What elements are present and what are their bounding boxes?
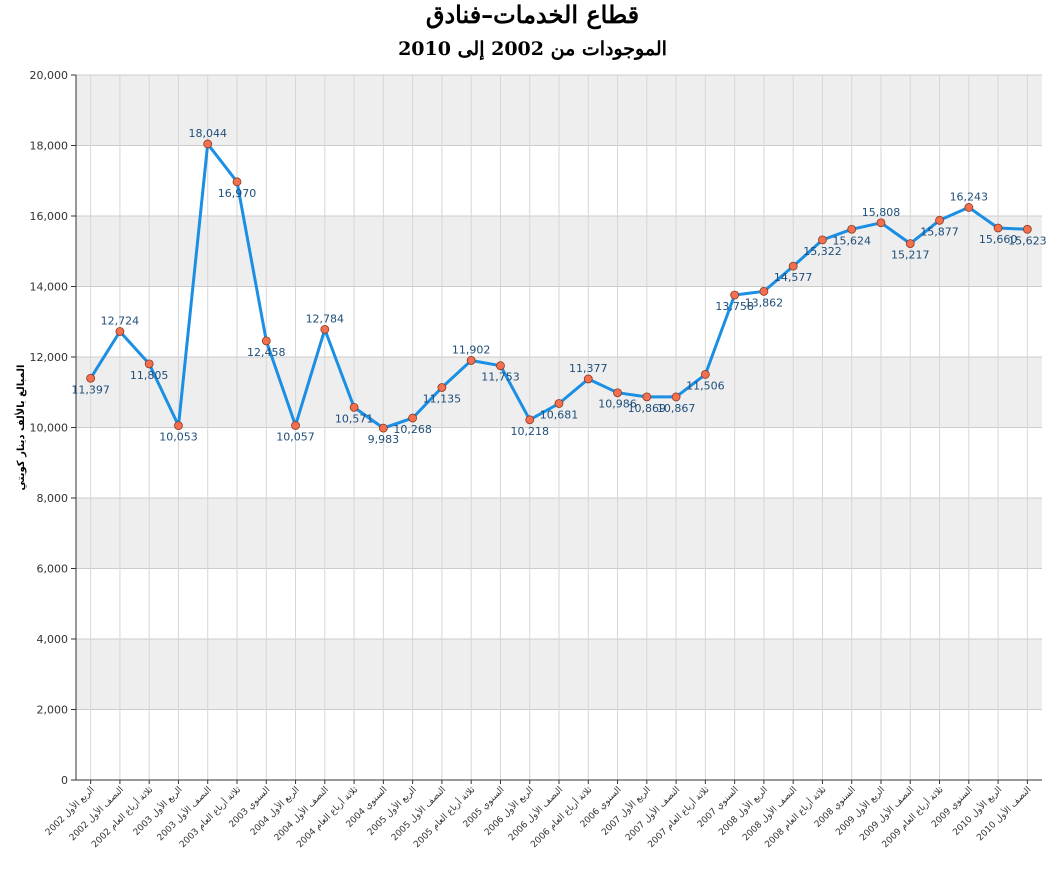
- data-point: [291, 421, 300, 430]
- data-point: [174, 421, 183, 431]
- data-point: [496, 361, 505, 371]
- data-point: [437, 383, 447, 392]
- y-tick-label: 14,000: [30, 281, 69, 294]
- data-point: [818, 235, 827, 245]
- data-point: [993, 223, 1003, 233]
- y-tick-label: 2,000: [37, 704, 69, 717]
- y-tick-label: 10,000: [30, 422, 69, 435]
- data-label: 11,902: [452, 343, 491, 356]
- x-tick-label: الربع الأول 2002: [43, 784, 97, 838]
- x-tick-label: الربع الأول 2005: [365, 784, 419, 838]
- y-tick-label: 16,000: [30, 210, 69, 223]
- data-point: [320, 324, 330, 334]
- data-label: 15,877: [920, 225, 959, 238]
- data-point: [144, 359, 154, 369]
- data-point: [730, 290, 740, 300]
- data-label: 11,753: [481, 371, 520, 384]
- data-point: [935, 215, 944, 225]
- data-label: 15,808: [862, 206, 901, 219]
- data-label: 10,986: [598, 398, 637, 411]
- data-point: [525, 415, 535, 425]
- data-label: 9,983: [368, 433, 400, 446]
- y-axis-label: المبالغ بالألف دينار كويتي: [14, 365, 27, 491]
- data-point: [115, 327, 125, 336]
- data-point: [378, 423, 388, 433]
- data-point: [905, 239, 915, 249]
- data-label: 16,970: [218, 187, 257, 200]
- data-label: 10,869: [628, 402, 667, 415]
- data-point: [583, 374, 593, 384]
- data-label: 18,044: [188, 127, 227, 140]
- data-point: [642, 392, 652, 402]
- data-point: [964, 203, 974, 212]
- data-point: [613, 388, 622, 398]
- data-label: 11,397: [71, 383, 110, 396]
- data-label: 10,681: [540, 408, 579, 421]
- y-tick-label: 6,000: [37, 563, 69, 576]
- data-point: [86, 373, 96, 383]
- data-point: [349, 402, 359, 412]
- x-tick-label: الربع الأول 2004: [247, 784, 301, 838]
- x-tick-label: الربع الأول 2003: [130, 784, 184, 838]
- y-tick-label: 12,000: [30, 351, 69, 364]
- x-tick-label: الربع الأول 2010: [950, 784, 1004, 838]
- data-label: 11,506: [686, 379, 725, 392]
- data-point: [554, 399, 564, 408]
- y-tick-label: 4,000: [37, 633, 69, 646]
- data-label: 10,867: [657, 402, 696, 415]
- data-point: [759, 286, 769, 296]
- data-label: 15,660: [979, 233, 1018, 246]
- y-tick-label: 0: [61, 774, 68, 787]
- data-point: [203, 139, 213, 149]
- data-label: 10,571: [335, 412, 374, 425]
- data-point: [261, 336, 271, 346]
- data-point: [788, 261, 798, 271]
- chart-title: قطاع الخدمات–فنادق: [425, 0, 640, 29]
- data-label: 11,377: [569, 362, 608, 375]
- data-point: [876, 218, 886, 228]
- data-point: [1022, 224, 1032, 234]
- data-label: 11,135: [423, 392, 462, 405]
- data-point: [232, 177, 242, 187]
- data-label: 11,805: [130, 369, 169, 382]
- data-label: 12,724: [101, 314, 140, 327]
- y-tick-label: 8,000: [37, 492, 69, 505]
- data-point: [408, 413, 418, 423]
- data-label: 16,243: [950, 190, 989, 203]
- data-label: 15,624: [832, 234, 871, 247]
- y-tick-label: 18,000: [30, 140, 69, 153]
- data-label: 15,623: [1008, 234, 1047, 247]
- data-label: 15,322: [803, 245, 842, 258]
- x-tick-label: الربع الأول 2008: [716, 784, 770, 838]
- data-label: 13,862: [745, 296, 784, 309]
- data-label: 10,268: [393, 423, 432, 436]
- data-point: [671, 392, 681, 402]
- data-point: [466, 356, 476, 365]
- x-tick-label: الربع الأول 2009: [833, 784, 887, 838]
- data-label: 10,218: [510, 425, 549, 438]
- data-label: 10,057: [276, 430, 315, 443]
- data-label: 15,217: [891, 249, 930, 262]
- x-tick-label: الربع الأول 2006: [482, 784, 536, 838]
- data-label: 12,784: [306, 312, 345, 325]
- y-tick-label: 20,000: [30, 69, 69, 82]
- data-label: 14,577: [774, 271, 813, 284]
- data-label: 12,458: [247, 346, 286, 359]
- data-point: [847, 224, 857, 234]
- data-label: 13,758: [715, 300, 754, 313]
- data-point: [700, 370, 710, 379]
- x-tick-label: الربع الأول 2007: [599, 784, 653, 838]
- data-label: 10,053: [159, 431, 198, 444]
- chart-subtitle: الموجودات من 2002 إلى 2010: [398, 38, 667, 60]
